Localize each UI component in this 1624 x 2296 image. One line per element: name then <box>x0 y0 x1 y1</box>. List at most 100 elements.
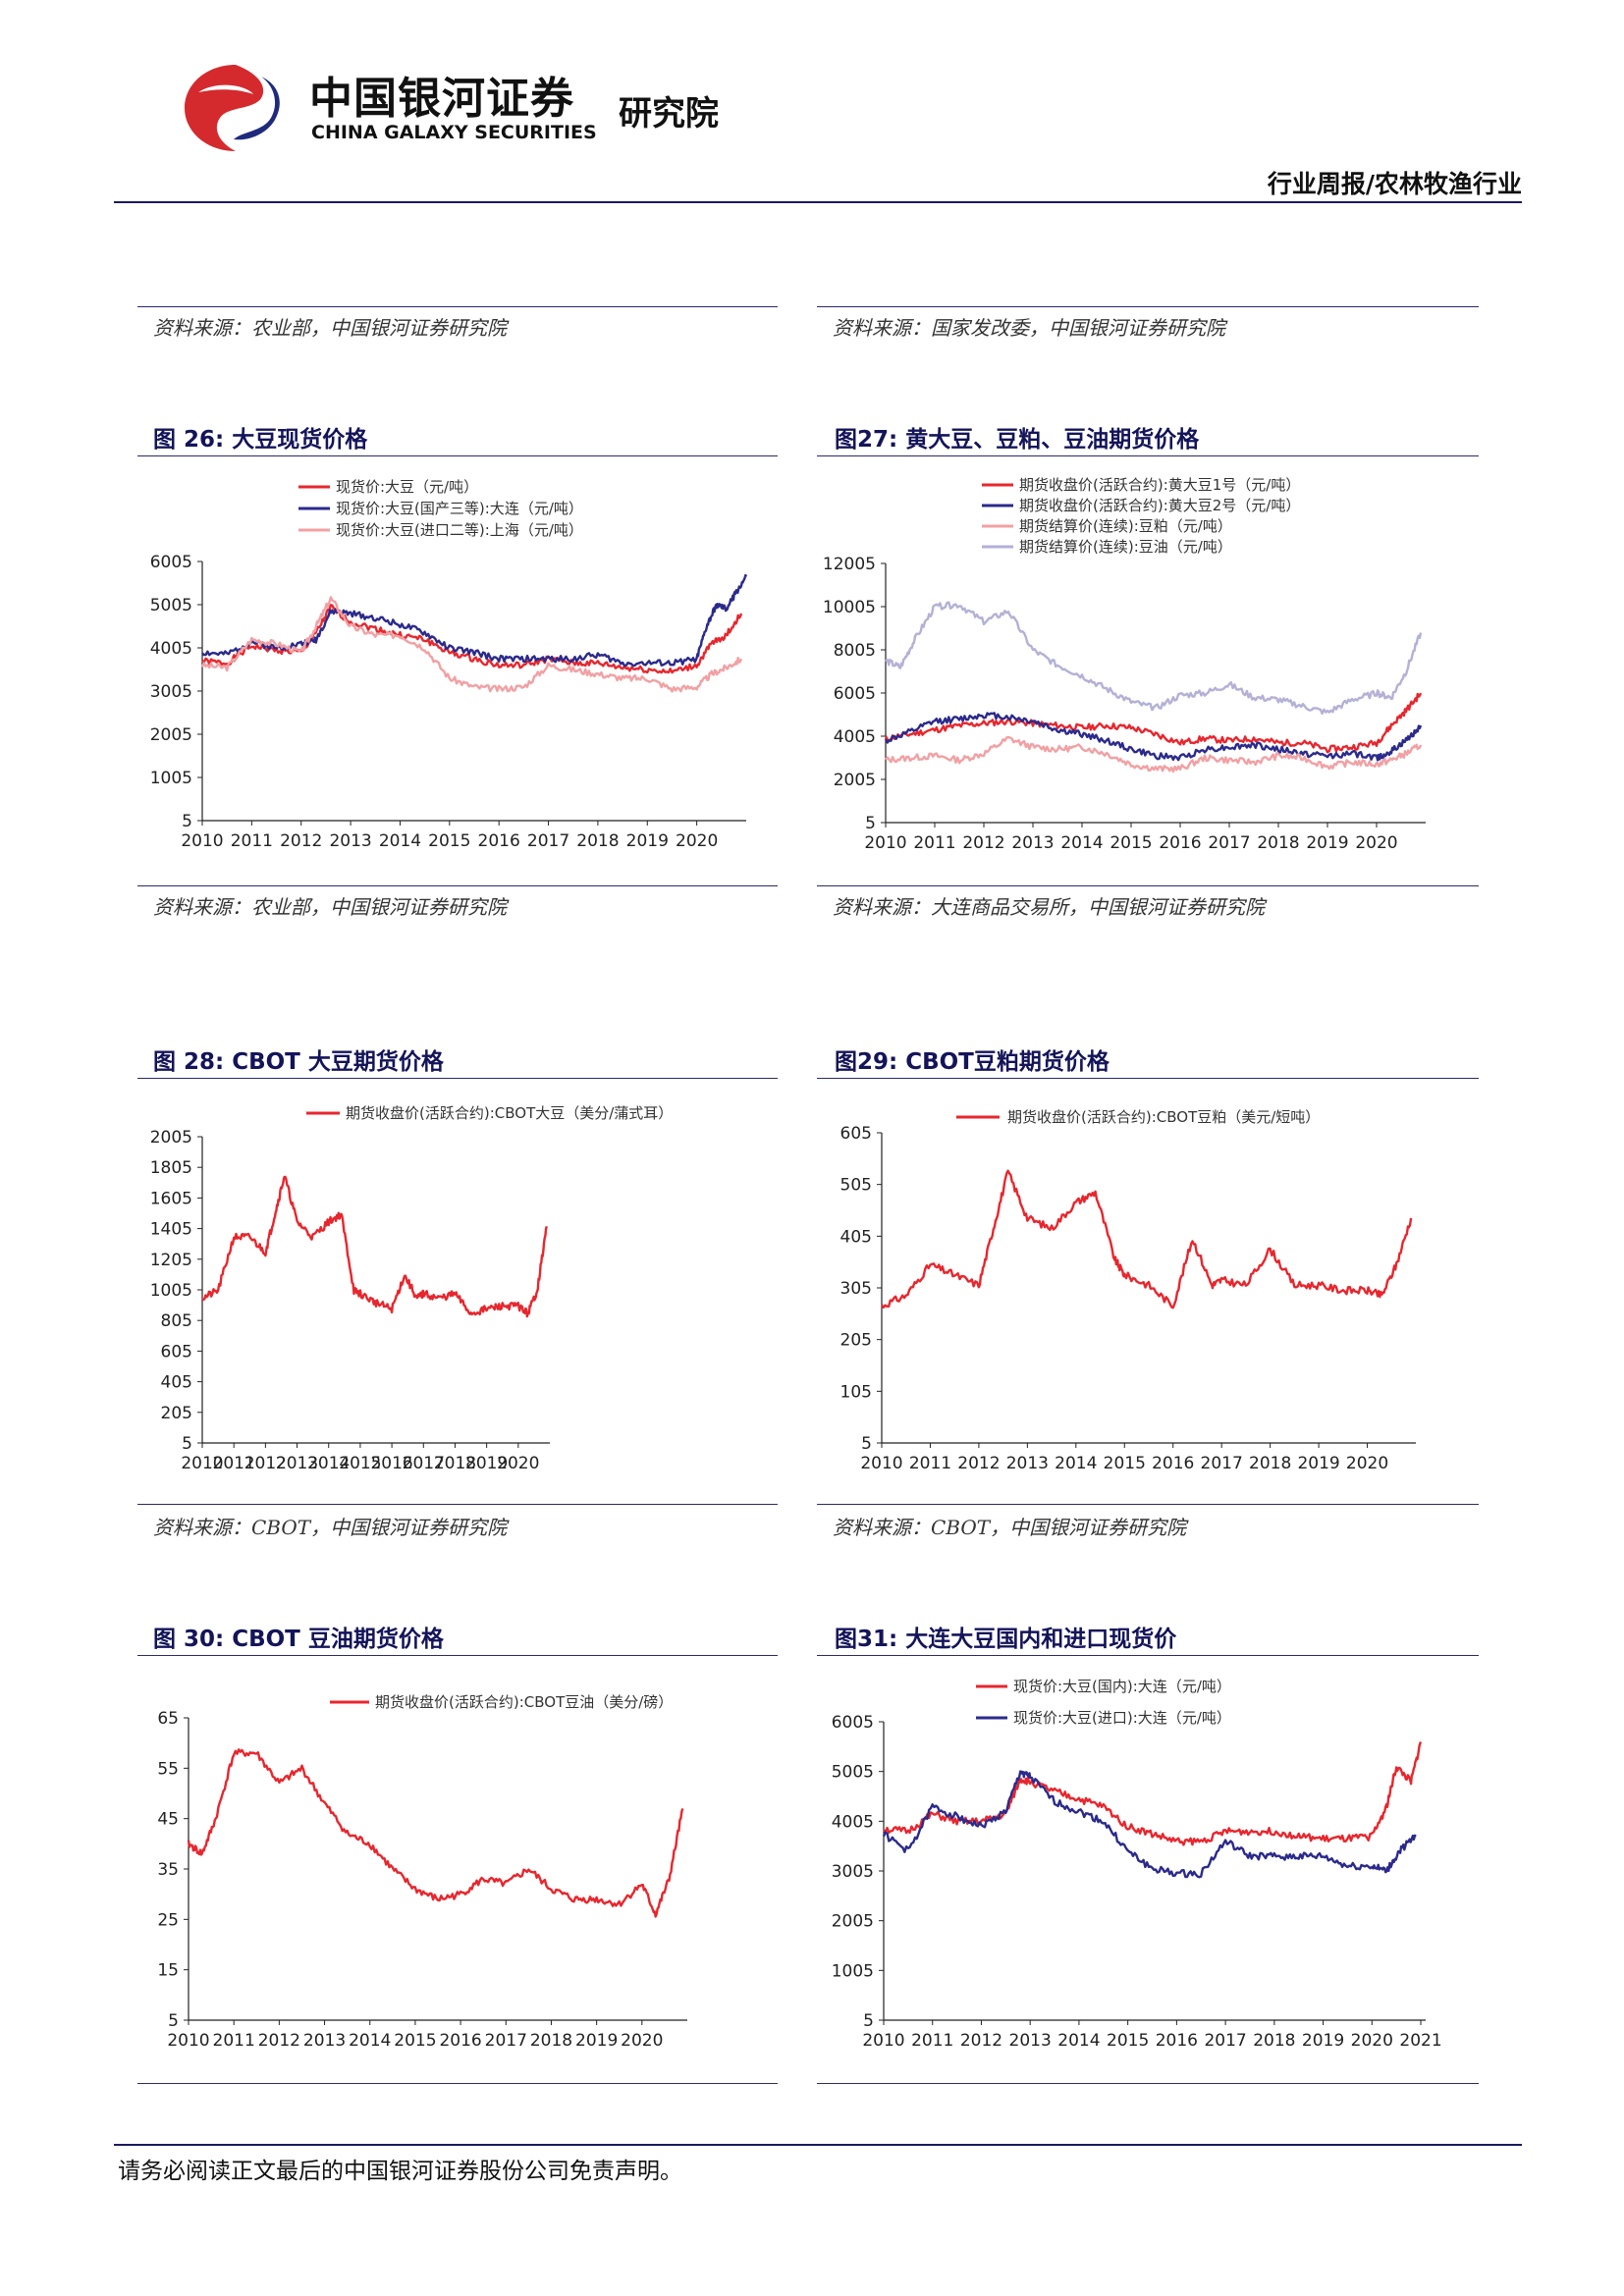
fig28-series-1 <box>201 1175 548 1318</box>
fig31-xtick-label: 2014 <box>1057 2031 1100 2051</box>
fig31-series-1 <box>883 1741 1423 1846</box>
fig30-xtick-label: 2017 <box>485 2031 527 2051</box>
fig27-legend-3: 期货结算价(连续):豆粕（元/吨） <box>1019 517 1232 535</box>
fig26-ytick-label: 3005 <box>150 682 192 702</box>
fig28-bottom-rule <box>137 1504 778 1505</box>
fig30-xtick-label: 2016 <box>439 2031 481 2051</box>
top-right-source: 资料来源：国家发改委，中国银河证券研究院 <box>833 316 1225 340</box>
fig31-ytick-label: 4005 <box>832 1812 874 1832</box>
fig27-bottom-rule <box>817 885 1479 886</box>
fig27-xtick-label: 2012 <box>962 833 1004 853</box>
fig28-ytick-label: 1805 <box>150 1158 192 1178</box>
fig31-xtick-label: 2010 <box>862 2031 904 2051</box>
fig27-xtick-label: 2013 <box>1011 833 1054 853</box>
fig26-bottom-rule <box>137 885 778 886</box>
fig31-xtick-label: 2019 <box>1302 2031 1344 2051</box>
fig30-series-1 <box>187 1748 684 1918</box>
fig31-ytick-label: 1005 <box>832 1961 874 1981</box>
header: 中国银河证券 CHINA GALAXY SECURITIES 研究院 行业周报/… <box>0 0 1624 206</box>
fig28-xtick-label: 2019 <box>465 1454 508 1473</box>
fig28-xtick-label: 2010 <box>181 1454 223 1473</box>
fig29-ytick-label: 605 <box>840 1124 872 1144</box>
fig30-top-rule <box>137 1655 778 1656</box>
fig28-legend-1: 期货收盘价(活跃合约):CBOT大豆（美分/蒲式耳） <box>346 1104 673 1122</box>
fig31-xtick-label: 2016 <box>1156 2031 1198 2051</box>
fig29-xtick-label: 2012 <box>957 1454 1000 1473</box>
top-left-source: 资料来源：农业部，中国银河证券研究院 <box>153 316 507 340</box>
fig28-chart: 期货收盘价(活跃合约):CBOT大豆（美分/蒲式耳） 2005 1805 1605 1… <box>150 1104 674 1473</box>
fig27-series-4 <box>885 601 1423 716</box>
fig26-series-3 <box>200 596 743 693</box>
fig30-ytick-label: 35 <box>157 1860 179 1880</box>
fig28-xtick-label: 2013 <box>276 1454 318 1473</box>
fig26-xtick-label: 2014 <box>379 831 421 851</box>
fig28-ytick-label: 1405 <box>150 1220 192 1240</box>
fig28-xtick-label: 2011 <box>213 1454 255 1473</box>
fig27-ytick-label: 2005 <box>834 771 876 790</box>
fig30-ytick-label: 25 <box>157 1910 179 1930</box>
fig28-ytick-label: 2005 <box>150 1128 192 1148</box>
fig28-ytick-label: 5 <box>182 1434 192 1454</box>
fig30-chart: 期货收盘价(活跃合约):CBOT豆油（美分/磅） 655545352515520… <box>157 1693 687 2051</box>
fig29-ytick-label: 5 <box>861 1434 872 1454</box>
fig30-xtick-label: 2014 <box>349 2031 391 2051</box>
fig31-ytick-label: 2005 <box>832 1912 874 1932</box>
fig27-xtick-label: 2010 <box>864 833 906 853</box>
fig30-xtick-label: 2011 <box>213 2031 255 2051</box>
fig30-xtick-label: 2019 <box>575 2031 618 2051</box>
fig29-xtick-label: 2011 <box>909 1454 951 1473</box>
fig26-title: 图 26: 大豆现货价格 <box>153 427 368 453</box>
fig26-xtick-label: 2010 <box>181 831 223 851</box>
fig27-legend-4: 期货结算价(连续):豆油（元/吨） <box>1019 538 1232 556</box>
logo-en-text: CHINA GALAXY SECURITIES <box>311 122 597 143</box>
fig27-xtick-label: 2016 <box>1159 833 1201 853</box>
logo-suffix-text: 研究院 <box>619 94 719 133</box>
fig27-xtick-label: 2017 <box>1208 833 1250 853</box>
fig27-source: 资料来源：大连商品交易所，中国银河证券研究院 <box>833 895 1265 919</box>
fig28-xtick-label: 2014 <box>307 1454 350 1473</box>
top-left-rule <box>137 306 778 307</box>
fig27-legend-2: 期货收盘价(活跃合约):黄大豆2号（元/吨） <box>1019 497 1300 514</box>
fig28-legend: 期货收盘价(活跃合约):CBOT大豆（美分/蒲式耳） <box>306 1104 673 1122</box>
fig29-source: 资料来源：CBOT，中国银河证券研究院 <box>833 1516 1187 1539</box>
fig30-ytick-label: 45 <box>157 1810 179 1830</box>
fig31-ytick-label: 5005 <box>832 1763 874 1783</box>
fig31-top-rule <box>817 1655 1479 1656</box>
fig28-source: 资料来源：CBOT，中国银河证券研究院 <box>153 1516 508 1539</box>
fig31-xtick-label: 2017 <box>1204 2031 1246 2051</box>
fig27-top-rule <box>817 455 1479 456</box>
fig26-ytick-label: 1005 <box>150 769 192 788</box>
fig27-xtick-label: 2014 <box>1060 833 1103 853</box>
fig27-chart: 期货收盘价(活跃合约):黄大豆1号（元/吨） 期货收盘价(活跃合约):黄大豆2号… <box>823 476 1426 853</box>
fig31-xtick-label: 2018 <box>1253 2031 1295 2051</box>
fig26-ytick-label: 2005 <box>150 725 192 745</box>
logo-cn-text: 中国银河证券 <box>309 74 574 124</box>
fig26-legend: 现货价:大豆（元/吨） 现货价:大豆(国产三等):大连（元/吨） 现货价:大豆(… <box>298 478 583 539</box>
fig26-xtick-label: 2015 <box>428 831 470 851</box>
fig28-xtick-label: 2012 <box>244 1454 287 1473</box>
fig30-legend: 期货收盘价(活跃合约):CBOT豆油（美分/磅） <box>330 1693 673 1711</box>
fig29-ytick-label: 305 <box>840 1279 872 1299</box>
fig27-legend-1: 期货收盘价(活跃合约):黄大豆1号（元/吨） <box>1019 476 1300 494</box>
fig30-xtick-label: 2010 <box>167 2031 209 2051</box>
fig27-ytick-label: 10005 <box>823 598 876 617</box>
fig28-xtick-label: 2017 <box>403 1454 445 1473</box>
fig26-ytick-label: 4005 <box>150 639 192 659</box>
fig29-ytick-label: 505 <box>840 1176 872 1196</box>
fig26-series-2 <box>201 573 748 667</box>
footer-disclaimer: 请务必阅读正文最后的中国银河证券股份公司免责声明。 <box>118 2159 682 2184</box>
fig28-ytick-label: 605 <box>161 1342 192 1362</box>
fig30-xtick-label: 2020 <box>621 2031 663 2051</box>
fig27-ytick-label: 12005 <box>823 555 876 574</box>
fig30-bottom-rule <box>137 2083 778 2084</box>
fig26-ytick-label: 6005 <box>150 553 192 572</box>
fig28-ytick-label: 1605 <box>150 1189 192 1208</box>
fig30-ytick-label: 65 <box>157 1709 179 1729</box>
fig29-xtick-label: 2018 <box>1249 1454 1291 1473</box>
fig27-legend: 期货收盘价(活跃合约):黄大豆1号（元/吨） 期货收盘价(活跃合约):黄大豆2号… <box>982 476 1300 556</box>
fig29-ytick-label: 105 <box>840 1382 872 1402</box>
fig28-top-rule <box>137 1078 778 1079</box>
fig31-xtick-label: 2011 <box>911 2031 953 2051</box>
fig29-legend: 期货收盘价(活跃合约):CBOT豆粕（美元/短吨） <box>956 1108 1320 1126</box>
fig31-chart: 现货价:大豆(国内):大连（元/吨） 现货价:大豆(进口):大连（元/吨） 60… <box>832 1678 1442 2051</box>
